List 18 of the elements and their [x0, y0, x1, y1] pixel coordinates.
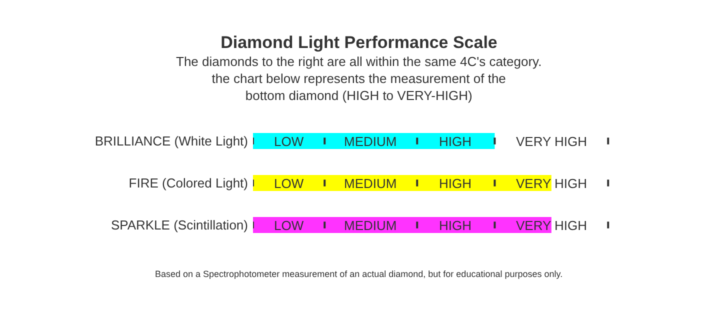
annotation: LOW	[274, 134, 304, 149]
chart-subtitle: The diamonds to the right are all within the same 4C's category. the chart below represents the measurement of the bottom diamond (HIGH to VERY-HIGH)	[176, 54, 542, 103]
text: Based on a Spectrophotometer measurement of an actual diamond, but for educational purposes only.	[155, 269, 563, 279]
annotation: HIGH	[439, 134, 472, 149]
annotation: MEDIUM	[344, 218, 397, 233]
annotation: LOW	[274, 176, 304, 191]
annotation: HIGH	[439, 218, 472, 233]
y-tick-label: BRILLIANCE (White Light)	[94, 134, 248, 149]
annotation: MEDIUM	[344, 134, 397, 149]
annotation: VERY HIGH	[516, 218, 588, 233]
annotation: VERY HIGH	[516, 134, 588, 149]
annotation: MEDIUM	[344, 176, 397, 191]
chart-title: Diamond Light Performance Scale	[220, 32, 498, 52]
annotation: HIGH	[439, 176, 472, 191]
y-tick-label: SPARKLE (Scintillation)	[110, 218, 248, 233]
y-tick-label: FIRE (Colored Light)	[128, 176, 248, 191]
annotation: VERY HIGH	[516, 176, 588, 191]
annotation: LOW	[274, 218, 304, 233]
